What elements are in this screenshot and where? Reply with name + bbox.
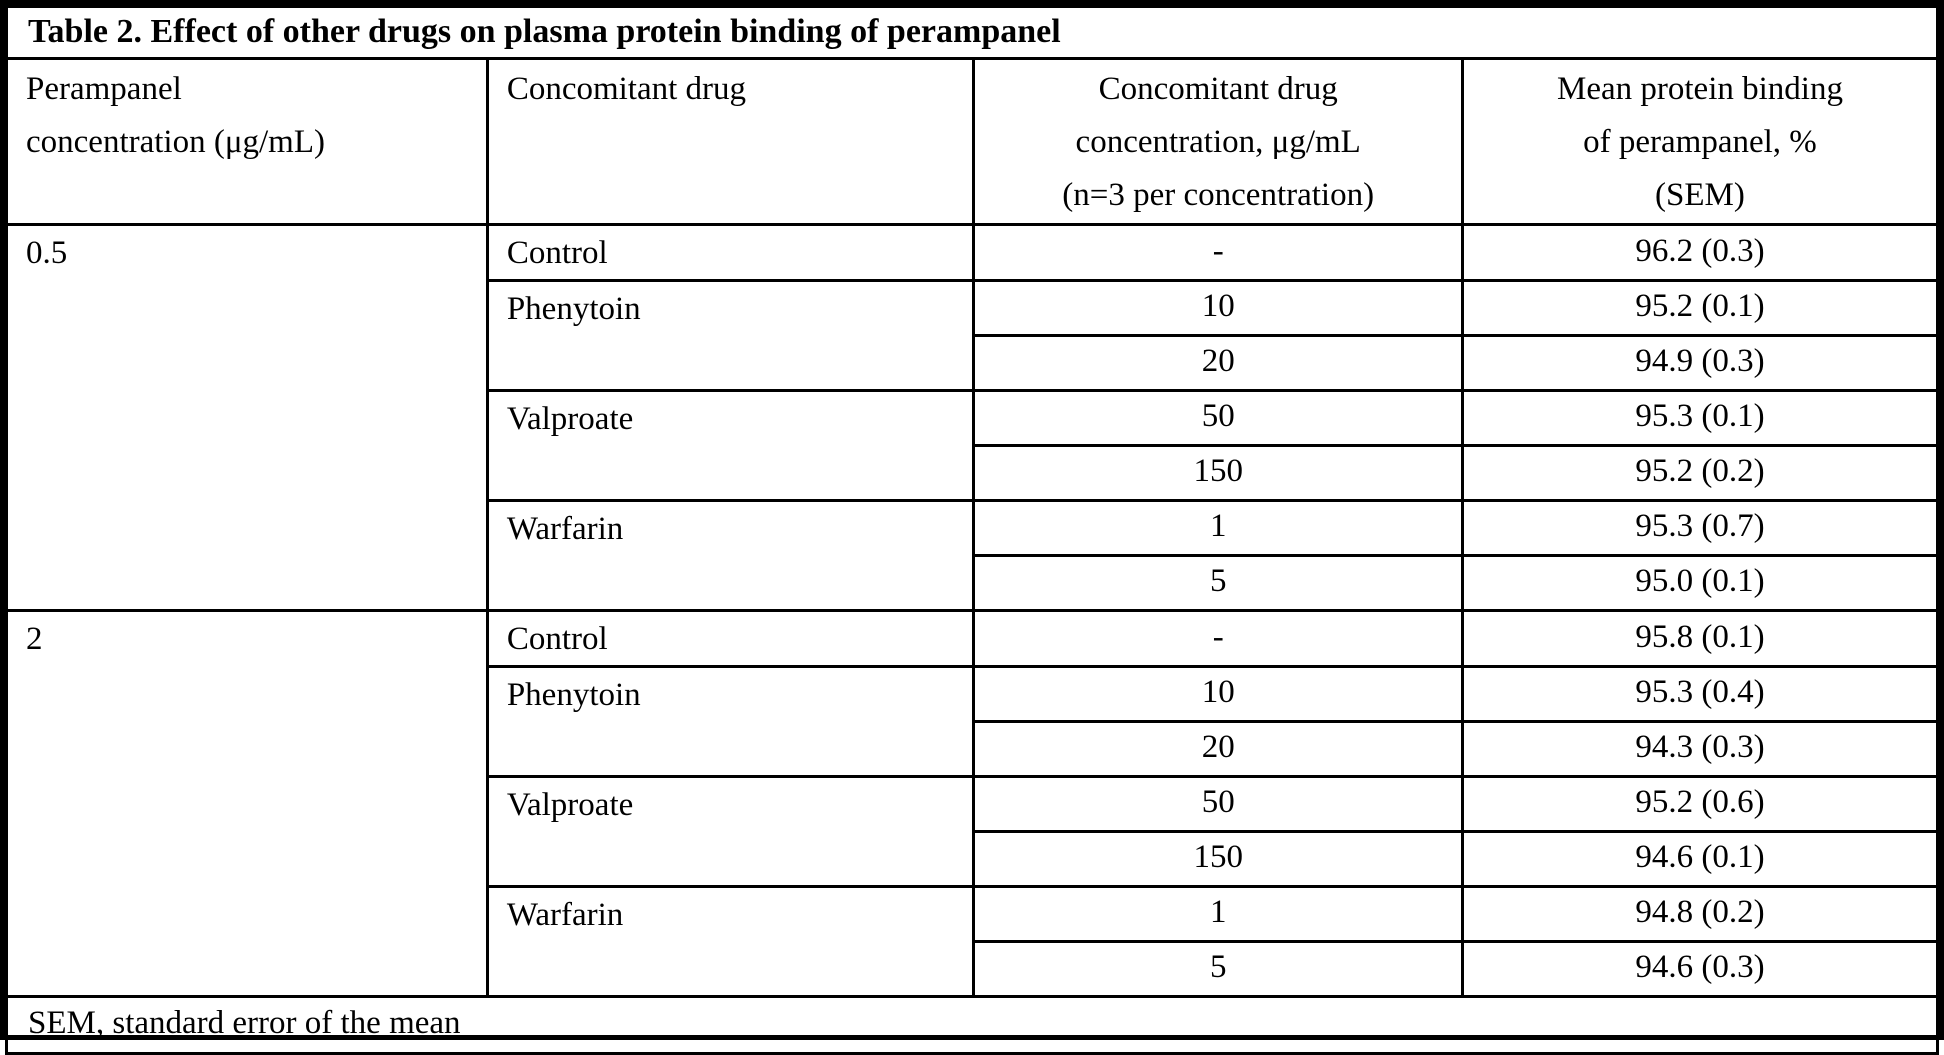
drug-concentration-cell: 10 bbox=[972, 279, 1464, 337]
footnote: SEM, standard error of the mean bbox=[5, 995, 1939, 1055]
table-row: 20 94.9 (0.3) bbox=[7, 334, 1940, 392]
drug-concentration-cell: 50 bbox=[972, 389, 1464, 447]
table-row: 0.5 Control - 96.2 (0.3) bbox=[5, 223, 1940, 612]
table-row: 5 95.0 (0.1) bbox=[7, 554, 1940, 612]
table-title: Table 2. Effect of other drugs on plasma… bbox=[5, 5, 1939, 60]
drug-concentration-cell: 10 bbox=[972, 665, 1464, 723]
column-header-concomitant-drug-concentration: Concomitant drug concentration, μg/mL (n… bbox=[972, 57, 1464, 226]
column-header-perampanel-concentration: Perampanel concentration (μg/mL) bbox=[5, 57, 489, 226]
protein-binding-cell: 95.0 (0.1) bbox=[1460, 554, 1940, 612]
drug-name-cell: Valproate bbox=[485, 775, 976, 888]
drug-concentration-cell: - bbox=[972, 223, 1464, 282]
drug-concentration-cell: 5 bbox=[972, 940, 1464, 998]
drug-concentration-cell: 150 bbox=[972, 444, 1464, 502]
protein-binding-cell: 95.2 (0.1) bbox=[1460, 279, 1940, 337]
drug-name-cell: Valproate bbox=[485, 389, 976, 502]
drug-concentration-cell: 1 bbox=[972, 885, 1464, 943]
perampanel-concentration-cell: 0.5 bbox=[5, 223, 489, 612]
drug-concentration-cell: 5 bbox=[972, 554, 1464, 612]
protein-binding-cell: 94.3 (0.3) bbox=[1460, 720, 1940, 778]
drug-concentration-cell: 20 bbox=[972, 334, 1464, 392]
protein-binding-cell: 94.6 (0.1) bbox=[1460, 830, 1940, 888]
table-header-row: Perampanel concentration (μg/mL) Concomi… bbox=[5, 57, 1940, 226]
table-row: 150 94.6 (0.1) bbox=[7, 830, 1940, 888]
table-footnote-row: SEM, standard error of the mean bbox=[5, 995, 1939, 1055]
table-row: Warfarin 1 95.3 (0.7) bbox=[7, 499, 1940, 612]
drug-name-cell: Phenytoin bbox=[485, 279, 976, 392]
table-row: Valproate 50 95.3 (0.1) bbox=[7, 389, 1940, 502]
drug-concentration-cell: 150 bbox=[972, 830, 1464, 888]
table-title-row: Table 2. Effect of other drugs on plasma… bbox=[5, 5, 1939, 60]
table-row: Valproate 50 95.2 (0.6) bbox=[7, 775, 1940, 888]
drug-name-cell: Control bbox=[485, 223, 976, 282]
protein-binding-cell: 95.8 (0.1) bbox=[1460, 609, 1940, 668]
protein-binding-cell: 95.2 (0.6) bbox=[1460, 775, 1940, 833]
protein-binding-cell: 96.2 (0.3) bbox=[1460, 223, 1940, 282]
drug-concentration-cell: 20 bbox=[972, 720, 1464, 778]
drug-concentration-cell: 50 bbox=[972, 775, 1464, 833]
table-row: 150 95.2 (0.2) bbox=[7, 444, 1940, 502]
column-header-mean-protein-binding: Mean protein binding of perampanel, % (S… bbox=[1460, 57, 1940, 226]
perampanel-concentration-cell: 2 bbox=[5, 609, 489, 998]
protein-binding-cell: 95.3 (0.1) bbox=[1460, 389, 1940, 447]
table-row: 5 94.6 (0.3) bbox=[7, 940, 1940, 998]
table-row: Warfarin 1 94.8 (0.2) bbox=[7, 885, 1940, 998]
drug-concentration-cell: 1 bbox=[972, 499, 1464, 557]
drug-name-cell: Control bbox=[485, 609, 976, 668]
table-row: Phenytoin 10 95.3 (0.4) bbox=[7, 665, 1940, 778]
table-row: Phenytoin 10 95.2 (0.1) bbox=[7, 279, 1940, 392]
drug-name-cell: Warfarin bbox=[485, 499, 976, 612]
protein-binding-cell: 94.6 (0.3) bbox=[1460, 940, 1940, 998]
protein-binding-cell: 94.8 (0.2) bbox=[1460, 885, 1940, 943]
data-table: Table 2. Effect of other drugs on plasma… bbox=[5, 5, 1940, 1055]
protein-binding-cell: 95.3 (0.7) bbox=[1460, 499, 1940, 557]
drug-name-cell: Phenytoin bbox=[485, 665, 976, 778]
drug-name-cell: Warfarin bbox=[485, 885, 976, 998]
protein-binding-cell: 94.9 (0.3) bbox=[1460, 334, 1940, 392]
protein-binding-cell: 95.2 (0.2) bbox=[1460, 444, 1940, 502]
table-row: 20 94.3 (0.3) bbox=[7, 720, 1940, 778]
protein-binding-cell: 95.3 (0.4) bbox=[1460, 665, 1940, 723]
table-row: 2 Control - 95.8 (0.1) bbox=[5, 609, 1940, 998]
column-header-concomitant-drug: Concomitant drug bbox=[485, 57, 976, 226]
drug-concentration-cell: - bbox=[972, 609, 1464, 668]
